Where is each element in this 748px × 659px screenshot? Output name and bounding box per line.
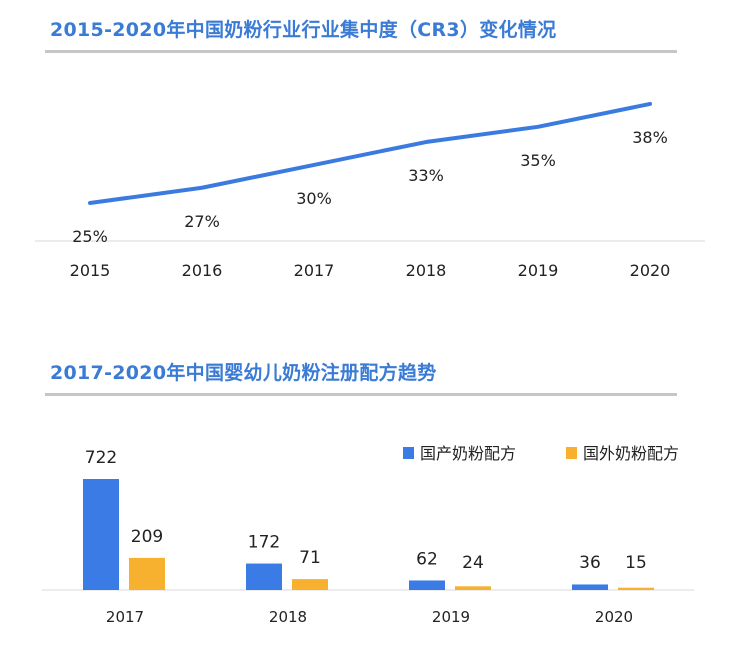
bar-value-label: 15: [625, 553, 647, 573]
bar-foreign: [292, 579, 328, 590]
data-label: 27%: [184, 212, 220, 231]
cr3-line: [88, 101, 652, 205]
x-tick-label: 2018: [269, 608, 307, 626]
bar-chart-title: 2017-2020年中国婴幼儿奶粉注册配方趋势: [50, 362, 437, 384]
bar-value-label: 36: [579, 553, 601, 573]
data-label: 35%: [520, 151, 556, 170]
x-tick-label: 2020: [630, 261, 671, 280]
bar-domestic: [409, 580, 445, 590]
title-divider: [45, 393, 677, 396]
legend-swatch: [403, 447, 414, 459]
data-label: 25%: [72, 227, 108, 246]
data-label: 33%: [408, 166, 444, 185]
bar-value-label: 209: [131, 527, 163, 547]
x-tick-label: 2016: [182, 261, 223, 280]
bar-value-label: 172: [248, 533, 280, 553]
bar-value-label: 62: [416, 549, 438, 569]
bar-foreign: [455, 586, 491, 590]
bar-foreign: [129, 557, 165, 590]
bar-domestic: [246, 563, 282, 590]
bar-value-label: 71: [299, 548, 321, 568]
x-tick-label: 2019: [518, 261, 559, 280]
line-chart-title: 2015-2020年中国奶粉行业行业集中度（CR3）变化情况: [50, 19, 557, 41]
x-tick-label: 2015: [70, 261, 111, 280]
x-tick-label: 2019: [432, 608, 470, 626]
x-tick-label: 2017: [106, 608, 144, 626]
bar-value-label: 722: [85, 448, 117, 468]
bar-domestic: [572, 584, 608, 590]
bar-value-label: 24: [462, 553, 484, 573]
x-tick-label: 2020: [595, 608, 633, 626]
bar-domestic: [83, 479, 119, 590]
title-divider: [45, 50, 677, 53]
bar-foreign: [618, 587, 654, 590]
legend-label: 国外奶粉配方: [583, 444, 679, 463]
data-label: 30%: [296, 189, 332, 208]
x-tick-label: 2018: [406, 261, 447, 280]
legend-swatch: [566, 447, 577, 459]
x-tick-label: 2017: [294, 261, 335, 280]
legend-label: 国产奶粉配方: [420, 444, 516, 463]
data-label: 38%: [632, 128, 668, 147]
